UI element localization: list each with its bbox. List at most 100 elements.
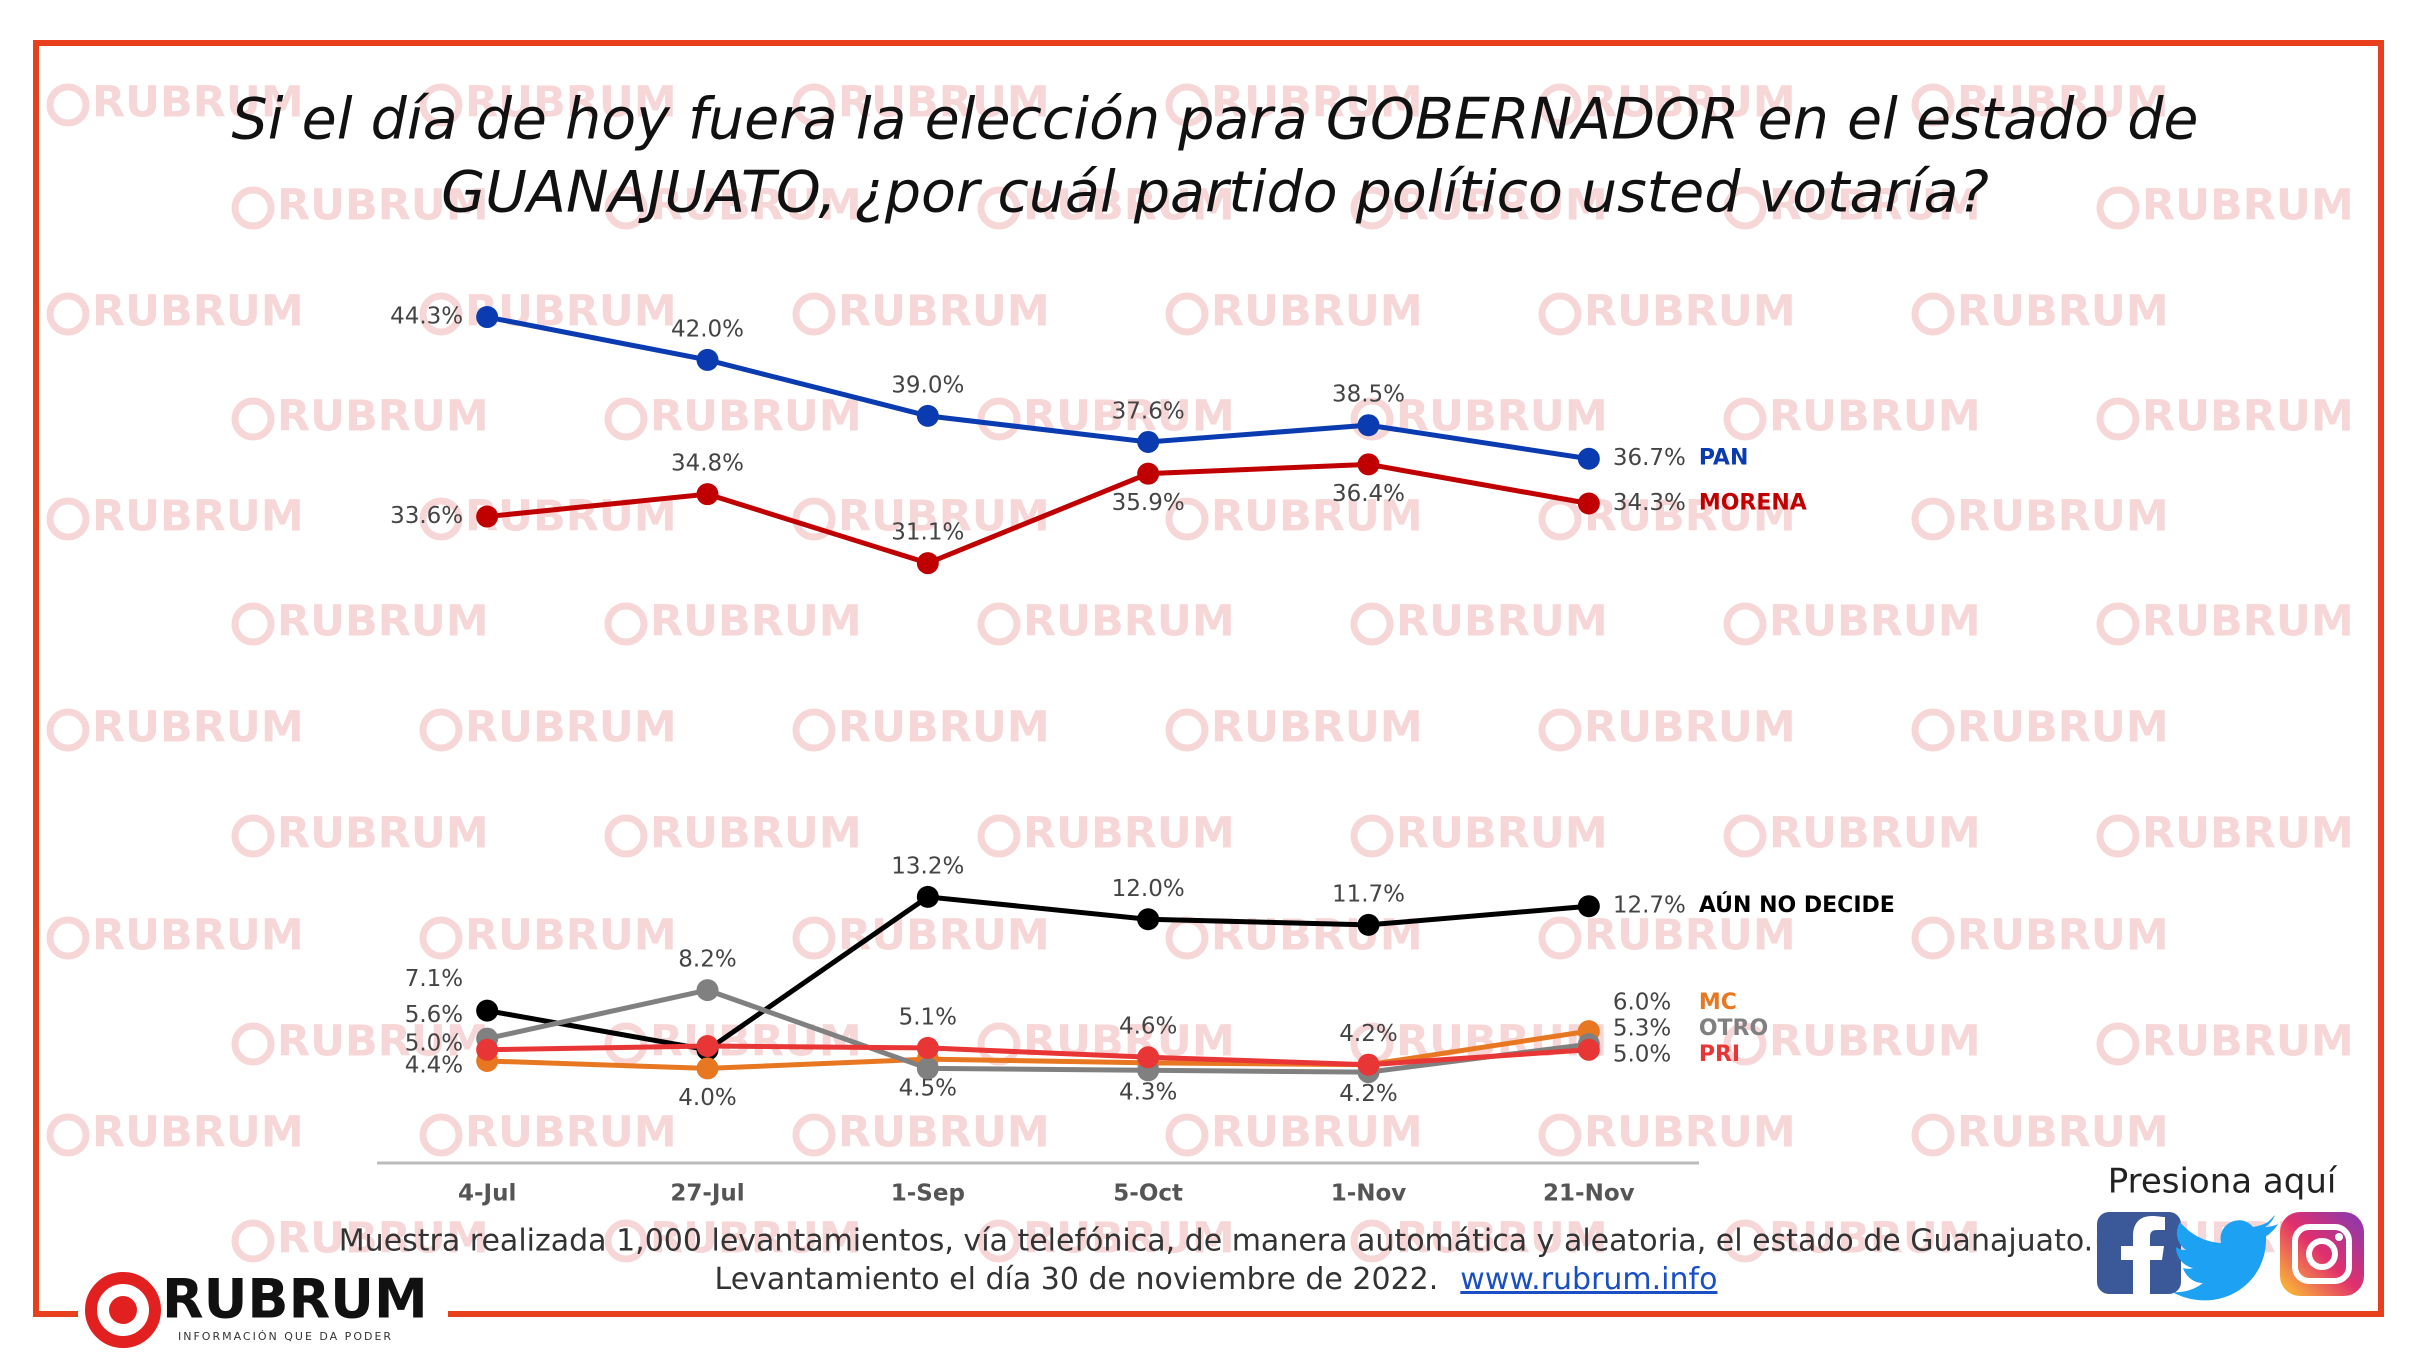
watermark-mark [1165,916,1209,960]
watermark: RUBRUM [1769,1214,1981,1264]
series-line [486,461,1590,566]
logo-name: RUBRUM [162,1268,428,1331]
instagram-glyph [2335,1233,2343,1241]
data-point [1357,453,1380,476]
data-label: 5.1% [899,1004,957,1030]
watermark: RUBRUM [1584,78,1796,128]
watermark: RUBRUM [465,78,677,128]
social-prompt: Presiona aquí [2108,1162,2338,1202]
data-label: 4.3% [1119,1079,1177,1105]
watermark: RUBRUM [650,181,862,231]
x-tick-label: 1-Nov [1331,1181,1407,1207]
watermark-mark [977,397,1021,441]
watermark-mark [1911,916,1955,960]
watermark-mark [1911,83,1955,127]
watermark-mark [977,602,1021,646]
watermark-mark [419,497,463,541]
watermark-mark [1350,814,1394,858]
watermark: RUBRUM [92,911,304,961]
instagram-icon[interactable] [2280,1212,2364,1296]
watermark-mark [792,708,836,752]
legend-entry: OTRO [1699,1016,1768,1041]
data-label: 34.8% [671,451,744,477]
instagram-glyph [2292,1224,2352,1284]
series-line [486,987,1590,1075]
logo-ring [85,1272,161,1348]
link[interactable]: www.rubrum.info [1460,1262,1717,1297]
watermark-mark [1165,292,1209,336]
footnote: Muestra realizada 1,000 levantamientos, … [339,1224,2093,1259]
data-label: 38.5% [1332,382,1405,408]
watermark: RUBRUM [1023,597,1235,647]
watermark-mark [604,1022,648,1066]
data-label: 33.6% [390,503,463,529]
legend-entry: PRI [1699,1042,1740,1067]
watermark: RUBRUM [838,78,1050,128]
facebook-glyph [2121,1216,2165,1294]
watermark: RUBRUM [1584,287,1796,337]
watermark-mark [46,708,90,752]
watermark: RUBRUM [2142,392,2354,442]
logo-tagline: INFORMACIÓN QUE DA PODER [178,1330,393,1343]
watermark-mark [2096,397,2140,441]
watermark: RUBRUM [92,703,304,753]
data-point [696,348,719,371]
watermark-mark [46,292,90,336]
watermark: RUBRUM [1211,703,1423,753]
watermark-mark [2096,186,2140,230]
watermark-mark [46,497,90,541]
data-label: 11.7% [1332,881,1405,907]
facebook-icon[interactable] [2097,1212,2181,1294]
twitter-icon[interactable] [2172,1215,2278,1301]
data-label: 7.1% [405,966,463,992]
watermark: RUBRUM [1396,181,1608,231]
data-point [1137,908,1160,931]
watermark: RUBRUM [1396,1214,1608,1264]
data-label: 35.9% [1112,490,1185,516]
watermark: RUBRUM [465,287,677,337]
watermark-mark [1723,814,1767,858]
x-tick-label: 1-Sep [891,1181,965,1207]
watermark: RUBRUM [1211,492,1423,542]
watermark-mark [419,916,463,960]
watermark-layer: RUBRUM RUBRUM RUBRUM RUBRUM RUBRUM RUBRUM RUBR… [46,78,2354,1264]
watermark: RUBRUM [1957,78,2169,128]
data-label: 12.7% [1613,893,1686,919]
watermark: RUBRUM [650,1214,862,1264]
watermark: RUBRUM [1584,911,1796,961]
watermark-mark [1911,292,1955,336]
series-line [487,1028,1590,1071]
data-label: 4.0% [678,1085,736,1111]
data-point [1357,1053,1380,1076]
data-point [916,1057,939,1080]
watermark: RUBRUM [277,1214,489,1264]
data-point [1357,913,1380,936]
watermark-mark [419,292,463,336]
legend-entry: PAN [1699,446,1749,471]
data-point [1137,462,1160,485]
x-tick-label: 5-Oct [1113,1181,1183,1207]
watermark-mark [977,186,1021,230]
data-point [696,1057,719,1080]
watermark: RUBRUM [1211,1108,1423,1158]
watermark: RUBRUM [838,1108,1050,1158]
watermark-mark [1911,708,1955,752]
x-tick-label: 21-Nov [1543,1181,1635,1207]
logo-dot [109,1296,137,1324]
watermark: RUBRUM [2142,597,2354,647]
watermark-mark [604,602,648,646]
data-point [476,306,499,329]
watermark: RUBRUM [1769,392,1981,442]
watermark: RUBRUM [1769,597,1981,647]
data-label: 34.3% [1613,490,1686,516]
series-line [486,314,1590,462]
data-label: 39.0% [891,372,964,398]
watermark: RUBRUM [277,181,489,231]
instagram-glyph [2306,1238,2338,1270]
watermark: RUBRUM [2142,181,2354,231]
watermark-mark [1538,1113,1582,1157]
watermark-mark [231,1022,275,1066]
data-point [916,552,939,575]
data-label: 5.0% [1613,1041,1671,1067]
watermark: RUBRUM [1211,287,1423,337]
